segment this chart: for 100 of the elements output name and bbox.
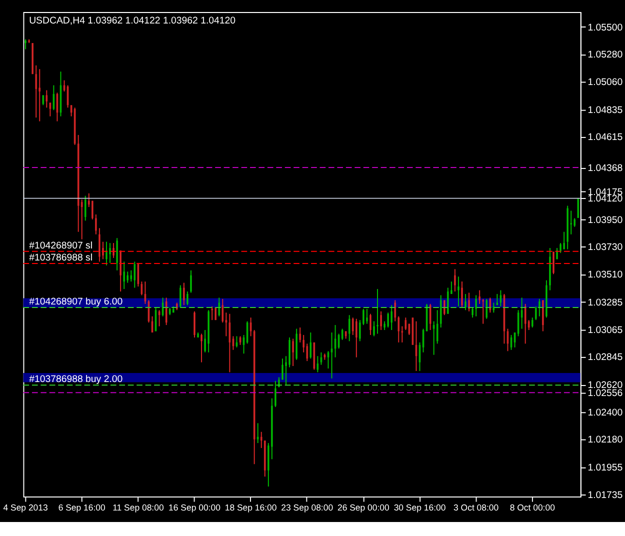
candlestick [432,320,435,356]
x-tick-label: 6 Sep 16:00 [58,502,106,513]
y-tick-label: 1.05500 [588,22,623,34]
candlestick [500,290,502,307]
candlestick [299,327,302,343]
x-tick-label: 30 Sep 16:00 [394,502,446,513]
candlestick [390,304,393,330]
candlestick [94,214,97,235]
candlestick [380,310,382,330]
candlestick [475,294,478,317]
x-tick-label: 26 Sep 00:00 [338,502,390,513]
candlestick [292,338,294,367]
candlestick [489,297,492,314]
candlestick [84,195,86,222]
ref-line-label: #104268907 sl [29,240,93,252]
candlestick [478,290,481,304]
candlestick [182,282,185,306]
candlestick [338,333,340,350]
x-tick-label: 23 Sep 08:00 [281,502,334,513]
candlestick [440,294,442,328]
candlestick [348,314,350,342]
candlestick [524,303,526,344]
y-tick-label: 1.02556 [588,388,623,399]
candlestick [310,332,312,360]
y-tick-label: 1.03285 [588,297,623,308]
candlestick [461,281,463,308]
candlestick [538,298,540,317]
candlestick [577,198,580,218]
candlestick [552,251,554,275]
y-tick-label: 1.03065 [588,324,623,336]
candlestick [140,281,143,296]
candlestick [373,320,375,337]
candlestick [158,310,160,327]
candlestick [436,310,438,344]
candlestick [256,422,259,444]
candlestick [165,297,168,326]
candlestick [394,300,396,322]
ref-line-label: #104268907 buy 6.00 [29,296,123,308]
candlestick [123,261,126,290]
candlestick [352,317,354,336]
y-tick-label: 1.05060 [588,76,623,88]
candlestick [194,310,196,338]
y-tick-label: 1.04120 [588,194,623,205]
candlestick [376,288,378,334]
candlestick [274,380,276,408]
candlestick [446,287,449,314]
candlestick [531,317,534,328]
y-tick-label: 1.02400 [588,407,623,418]
candlestick [563,231,566,250]
candlestick [401,326,404,343]
candlestick [366,308,368,324]
y-tick-label: 1.04615 [588,132,623,144]
candlestick [38,68,41,122]
candlestick [24,38,27,50]
x-tick-label: 3 Oct 08:00 [454,502,499,513]
candlestick [116,238,118,271]
candlestick [35,64,38,118]
candlestick [91,200,94,220]
candlestick [316,356,319,373]
x-tick-label: 18 Sep 16:00 [224,502,277,513]
candlestick [464,293,466,311]
chart-title: USDCAD,H4 1.03962 1.04122 1.03962 1.04120 [29,16,236,27]
candlestick [134,261,136,288]
candlestick [404,317,407,330]
candlestick [454,268,456,292]
y-tick-label: 1.04368 [588,162,623,174]
candlestick [520,297,523,330]
candlestick [109,242,111,264]
candlestick [468,292,470,312]
x-tick-label: 16 Sep 00:00 [168,502,221,513]
candlestick [398,316,400,343]
ref-line-label: #103786988 sl [29,252,93,264]
candlestick [355,318,358,358]
candlestick [190,270,192,294]
candlestick [52,84,55,111]
y-tick-label: 1.01735 [588,490,623,501]
candlestick [218,297,220,317]
candlestick [534,306,537,321]
candlestick [260,431,262,448]
y-tick-label: 1.04835 [588,104,623,116]
y-tick-label: 1.03730 [588,242,623,254]
y-tick-label: 1.05280 [588,50,623,61]
candlestick [42,94,44,106]
y-tick-label: 1.01955 [588,462,623,474]
candlestick [49,102,52,117]
y-tick-label: 1.03510 [588,269,623,280]
candlestick [486,298,488,320]
candlestick [250,317,252,337]
candlestick [370,313,372,336]
candlestick [98,228,100,262]
candlestick [458,276,460,307]
candlestick [186,291,188,306]
candlestick [492,302,495,314]
candlestick [162,297,164,317]
candlestick [282,358,284,380]
candlestick [46,90,48,108]
candlestick [106,241,108,266]
candlestick [126,271,129,284]
candlestick [200,333,202,363]
y-tick-label: 1.03950 [588,214,623,226]
